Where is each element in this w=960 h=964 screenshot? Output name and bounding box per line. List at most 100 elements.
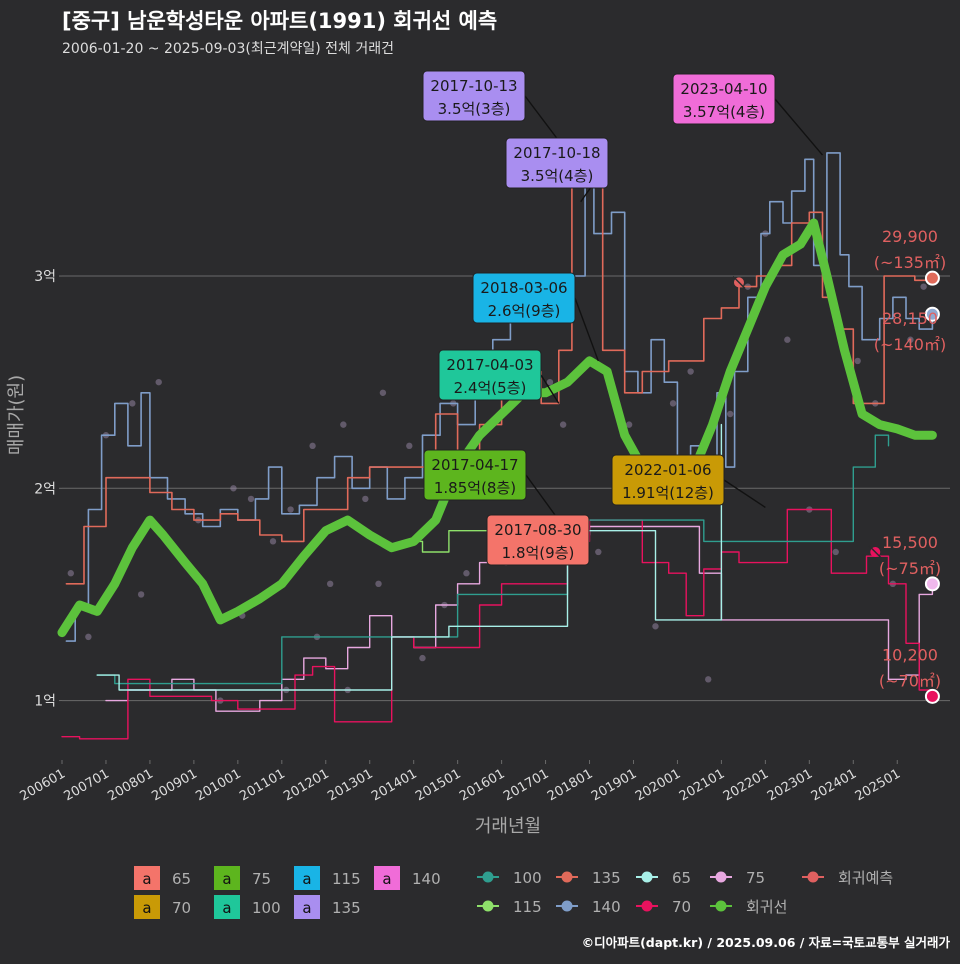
- legend-area-swatch: [374, 866, 400, 890]
- legend-line-label: 75: [746, 869, 765, 887]
- legend-line-label: 135: [592, 869, 621, 887]
- legend-area-swatch: [214, 866, 240, 890]
- annotation-box: [438, 349, 542, 401]
- endpoint-size: (~135㎡): [874, 253, 946, 272]
- legend-area-glyph: a: [222, 870, 231, 888]
- annotation-date: 2017-04-03: [446, 356, 533, 374]
- scatter-point: [669, 400, 677, 407]
- annotation-date: 2017-04-17: [431, 456, 518, 474]
- legend-line-dot: [561, 900, 573, 912]
- forecast-cross: [868, 545, 882, 559]
- legend-area-swatch: [134, 895, 160, 919]
- endpoint-marker: [924, 270, 940, 286]
- scatter-point: [269, 538, 277, 545]
- legend-line-label: 회귀예측: [838, 869, 893, 887]
- legend-area-label: 100: [252, 899, 281, 917]
- endpoint-value: 10,200: [882, 645, 938, 664]
- scatter-point: [406, 442, 413, 450]
- legend-line-series: 100 135 65 75 회귀예측 115 140 70 회귀선: [477, 869, 893, 916]
- annotation-price: 3.5억(4층): [521, 167, 594, 185]
- annotation-price: 1.8억(9층): [502, 544, 575, 562]
- scatter-point: [463, 570, 470, 577]
- scatter-point: [559, 421, 567, 428]
- endpoint-marker: [924, 576, 940, 592]
- legend-area-label: 70: [172, 899, 191, 917]
- legend-area-glyph: a: [142, 870, 151, 888]
- annotation-date: 2023-04-10: [680, 80, 767, 98]
- legend-area-swatch: [214, 895, 240, 919]
- legend-area-glyph: a: [222, 899, 231, 917]
- scatter-point: [595, 548, 602, 556]
- annotation-price: 3.5억(3층): [438, 100, 511, 118]
- legend-area-glyph: a: [302, 899, 311, 917]
- series-line-135: [65, 179, 934, 585]
- scatter-point: [920, 283, 927, 290]
- credit-text: ©디아파트(dapt.kr) / 2025.09.06 / 자료=국토교통부 실…: [582, 935, 951, 950]
- scatter-point: [129, 400, 136, 407]
- y-tick-label: 1억: [34, 694, 56, 710]
- legend-area-label: 65: [172, 870, 191, 888]
- legend-area-swatch: [134, 866, 160, 890]
- endpoint-labels: 29,900 (~135㎡) 28,150 (~140㎡) 15,500 (~75㎡) 10…: [874, 227, 946, 704]
- annotation-box: [505, 137, 609, 189]
- legend-line-dot: [561, 871, 573, 883]
- annotation-box: [672, 73, 776, 125]
- scatter-point: [287, 506, 294, 513]
- legend-line-label: 140: [592, 898, 621, 916]
- legend-area-swatch: [294, 866, 320, 890]
- scatter-point: [854, 357, 861, 365]
- scatter-point: [784, 336, 791, 343]
- scatter-point: [705, 676, 712, 683]
- legend-area-glyph: a: [142, 899, 151, 917]
- annotation-leader: [525, 474, 560, 521]
- endpoint-size: (~70㎡): [879, 671, 941, 690]
- legend-line-dot: [482, 900, 494, 912]
- endpoint-marker: [924, 688, 940, 704]
- scatter-point: [340, 421, 347, 428]
- annotation-date: 2017-10-13: [430, 77, 517, 95]
- chart-subtitle: 2006-01-20 ~ 2025-09-03(최근계약일) 전체 거래건: [62, 41, 394, 57]
- legend-line-label: 회귀선: [746, 898, 787, 916]
- scatter-point: [375, 580, 382, 588]
- legend-line-dot: [715, 871, 727, 883]
- annotation-date: 2017-08-30: [494, 521, 581, 539]
- scatter-point: [907, 336, 914, 343]
- annotation-price: 3.57억(4층): [683, 103, 765, 121]
- annotation-callouts: 2017-10-13 3.5억(3층) 2017-10-18 3.5억(4층) 2023…: [422, 70, 824, 566]
- annotation-price: 2.4억(5층): [454, 379, 527, 397]
- annotation-date: 2022-01-06: [624, 461, 711, 479]
- legend-line-dot: [641, 900, 653, 912]
- scatter-point: [155, 378, 162, 386]
- scatter-point: [625, 421, 633, 428]
- legend-area-glyph: a: [302, 870, 311, 888]
- annotation-price: 2.6억(9층): [488, 302, 561, 320]
- endpoint-value: 15,500: [882, 533, 938, 552]
- annotation-leader: [574, 297, 599, 362]
- legend-line-dot: [641, 871, 653, 883]
- annotation-price: 1.85억(8층): [434, 479, 516, 497]
- legend-line-dot: [715, 900, 727, 912]
- scatter-point: [85, 633, 92, 641]
- scatter-point: [687, 368, 694, 375]
- endpoint-marker: [924, 306, 940, 322]
- annotation-box: [472, 272, 576, 324]
- y-axis-label: 매매가(원): [6, 375, 27, 455]
- forecast-marks: [732, 275, 882, 559]
- annotation-date: 2017-10-18: [513, 144, 600, 162]
- y-tick-label: 2억: [34, 481, 56, 497]
- scatter-point: [137, 591, 145, 598]
- y-tick-label: 3억: [34, 269, 56, 285]
- scatter-point: [832, 548, 839, 556]
- scatter-point: [247, 495, 255, 503]
- scatter-point: [546, 378, 554, 386]
- scatter-point: [67, 570, 74, 577]
- legend-line-label: 65: [672, 869, 691, 887]
- annotation-date: 2018-03-06: [480, 279, 567, 297]
- legend-line-label: 115: [513, 898, 542, 916]
- scatter-point: [419, 654, 426, 662]
- scatter-point: [362, 495, 369, 503]
- series-line-65: [96, 423, 723, 691]
- x-axis-label: 거래년월: [475, 816, 541, 837]
